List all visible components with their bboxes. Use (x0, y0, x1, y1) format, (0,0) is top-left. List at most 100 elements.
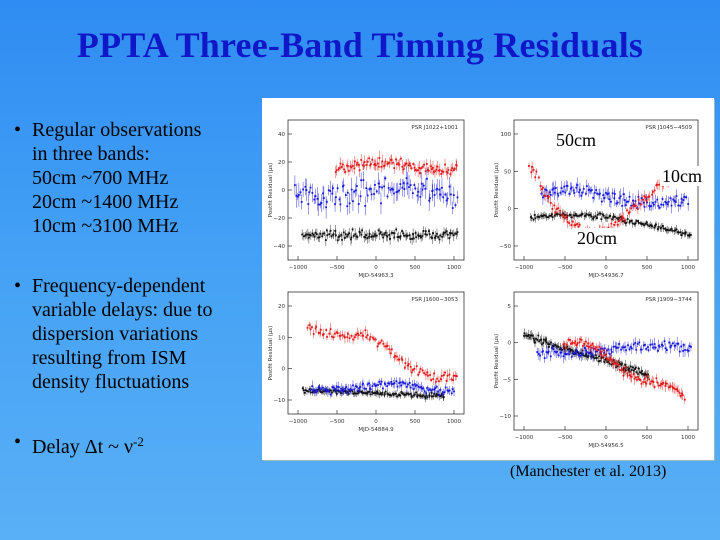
point-50cm (640, 382, 643, 385)
point-10cm (437, 390, 439, 393)
point-50cm (414, 169, 417, 171)
point-10cm (652, 346, 655, 349)
point-10cm (653, 343, 656, 345)
point-20cm (620, 363, 623, 366)
point-10cm (661, 344, 664, 347)
point-20cm (629, 365, 632, 368)
point-20cm (441, 235, 443, 238)
point-10cm (334, 203, 336, 206)
point-50cm (596, 349, 599, 351)
point-10cm (607, 348, 610, 351)
point-20cm (629, 220, 631, 223)
point-50cm (306, 326, 309, 329)
point-50cm (308, 324, 311, 327)
point-10cm (444, 193, 447, 196)
point-20cm (637, 220, 640, 222)
point-20cm (558, 213, 561, 216)
point-10cm (565, 185, 568, 187)
point-20cm (616, 365, 619, 368)
point-10cm (406, 182, 409, 185)
point-10cm (427, 389, 430, 392)
point-20cm (547, 216, 550, 219)
point-20cm (641, 373, 644, 375)
point-20cm (612, 215, 615, 218)
point-50cm (344, 171, 347, 173)
point-50cm (449, 173, 452, 176)
point-50cm (553, 204, 556, 207)
point-20cm (628, 367, 630, 370)
point-50cm (390, 158, 393, 161)
point-50cm (336, 332, 339, 335)
point-10cm (670, 344, 673, 347)
point-20cm (325, 229, 328, 232)
point-50cm (534, 176, 537, 179)
point-20cm (407, 392, 409, 395)
point-10cm (387, 187, 390, 189)
point-10cm (382, 387, 384, 390)
point-20cm (363, 236, 366, 238)
point-10cm (350, 388, 353, 391)
point-50cm (400, 157, 402, 160)
point-10cm (579, 188, 581, 191)
point-10cm (549, 355, 552, 358)
point-20cm (428, 394, 431, 397)
x-tick-label: 0 (374, 419, 378, 425)
point-50cm (317, 331, 320, 334)
x-axis-label: MJD-54956.5 (588, 443, 624, 449)
point-20cm (337, 236, 340, 239)
point-10cm (401, 186, 404, 189)
point-10cm (316, 390, 318, 393)
point-50cm (643, 377, 646, 380)
point-10cm (634, 341, 637, 344)
point-50cm (434, 380, 437, 383)
point-10cm (690, 345, 692, 348)
point-50cm (426, 371, 429, 374)
point-10cm (571, 352, 574, 355)
point-20cm (553, 214, 556, 217)
point-20cm (424, 233, 427, 236)
point-10cm (434, 387, 437, 390)
point-20cm (626, 366, 628, 369)
point-20cm (412, 233, 415, 235)
point-50cm (624, 366, 627, 369)
point-10cm (544, 188, 546, 191)
point-20cm (399, 394, 402, 397)
point-50cm (432, 171, 435, 174)
point-50cm (587, 342, 590, 345)
point-20cm (542, 342, 545, 344)
point-50cm (535, 170, 538, 173)
point-20cm (598, 355, 600, 358)
point-10cm (623, 199, 626, 201)
point-10cm (546, 351, 549, 354)
point-20cm (596, 357, 598, 359)
point-50cm (630, 207, 632, 210)
point-20cm (566, 214, 569, 217)
point-50cm (575, 344, 578, 346)
point-50cm (343, 168, 346, 171)
point-50cm (589, 344, 592, 347)
point-10cm (406, 385, 408, 388)
point-50cm (355, 333, 357, 336)
point-20cm (444, 231, 447, 234)
point-10cm (583, 347, 586, 349)
point-50cm (565, 343, 568, 346)
point-20cm (618, 361, 621, 364)
point-20cm (562, 212, 564, 215)
point-10cm (602, 194, 605, 197)
point-10cm (370, 193, 373, 196)
point-50cm (532, 168, 535, 171)
point-10cm (549, 194, 552, 196)
point-10cm (552, 187, 555, 190)
point-10cm (682, 344, 685, 346)
point-20cm (403, 234, 406, 237)
point-50cm (569, 339, 571, 341)
point-20cm (392, 393, 395, 396)
point-20cm (569, 214, 572, 216)
point-50cm (448, 373, 451, 376)
point-50cm (385, 345, 388, 348)
point-50cm (582, 344, 584, 347)
point-20cm (671, 229, 674, 232)
point-20cm (364, 392, 367, 395)
point-20cm (411, 396, 413, 398)
point-20cm (667, 229, 670, 232)
